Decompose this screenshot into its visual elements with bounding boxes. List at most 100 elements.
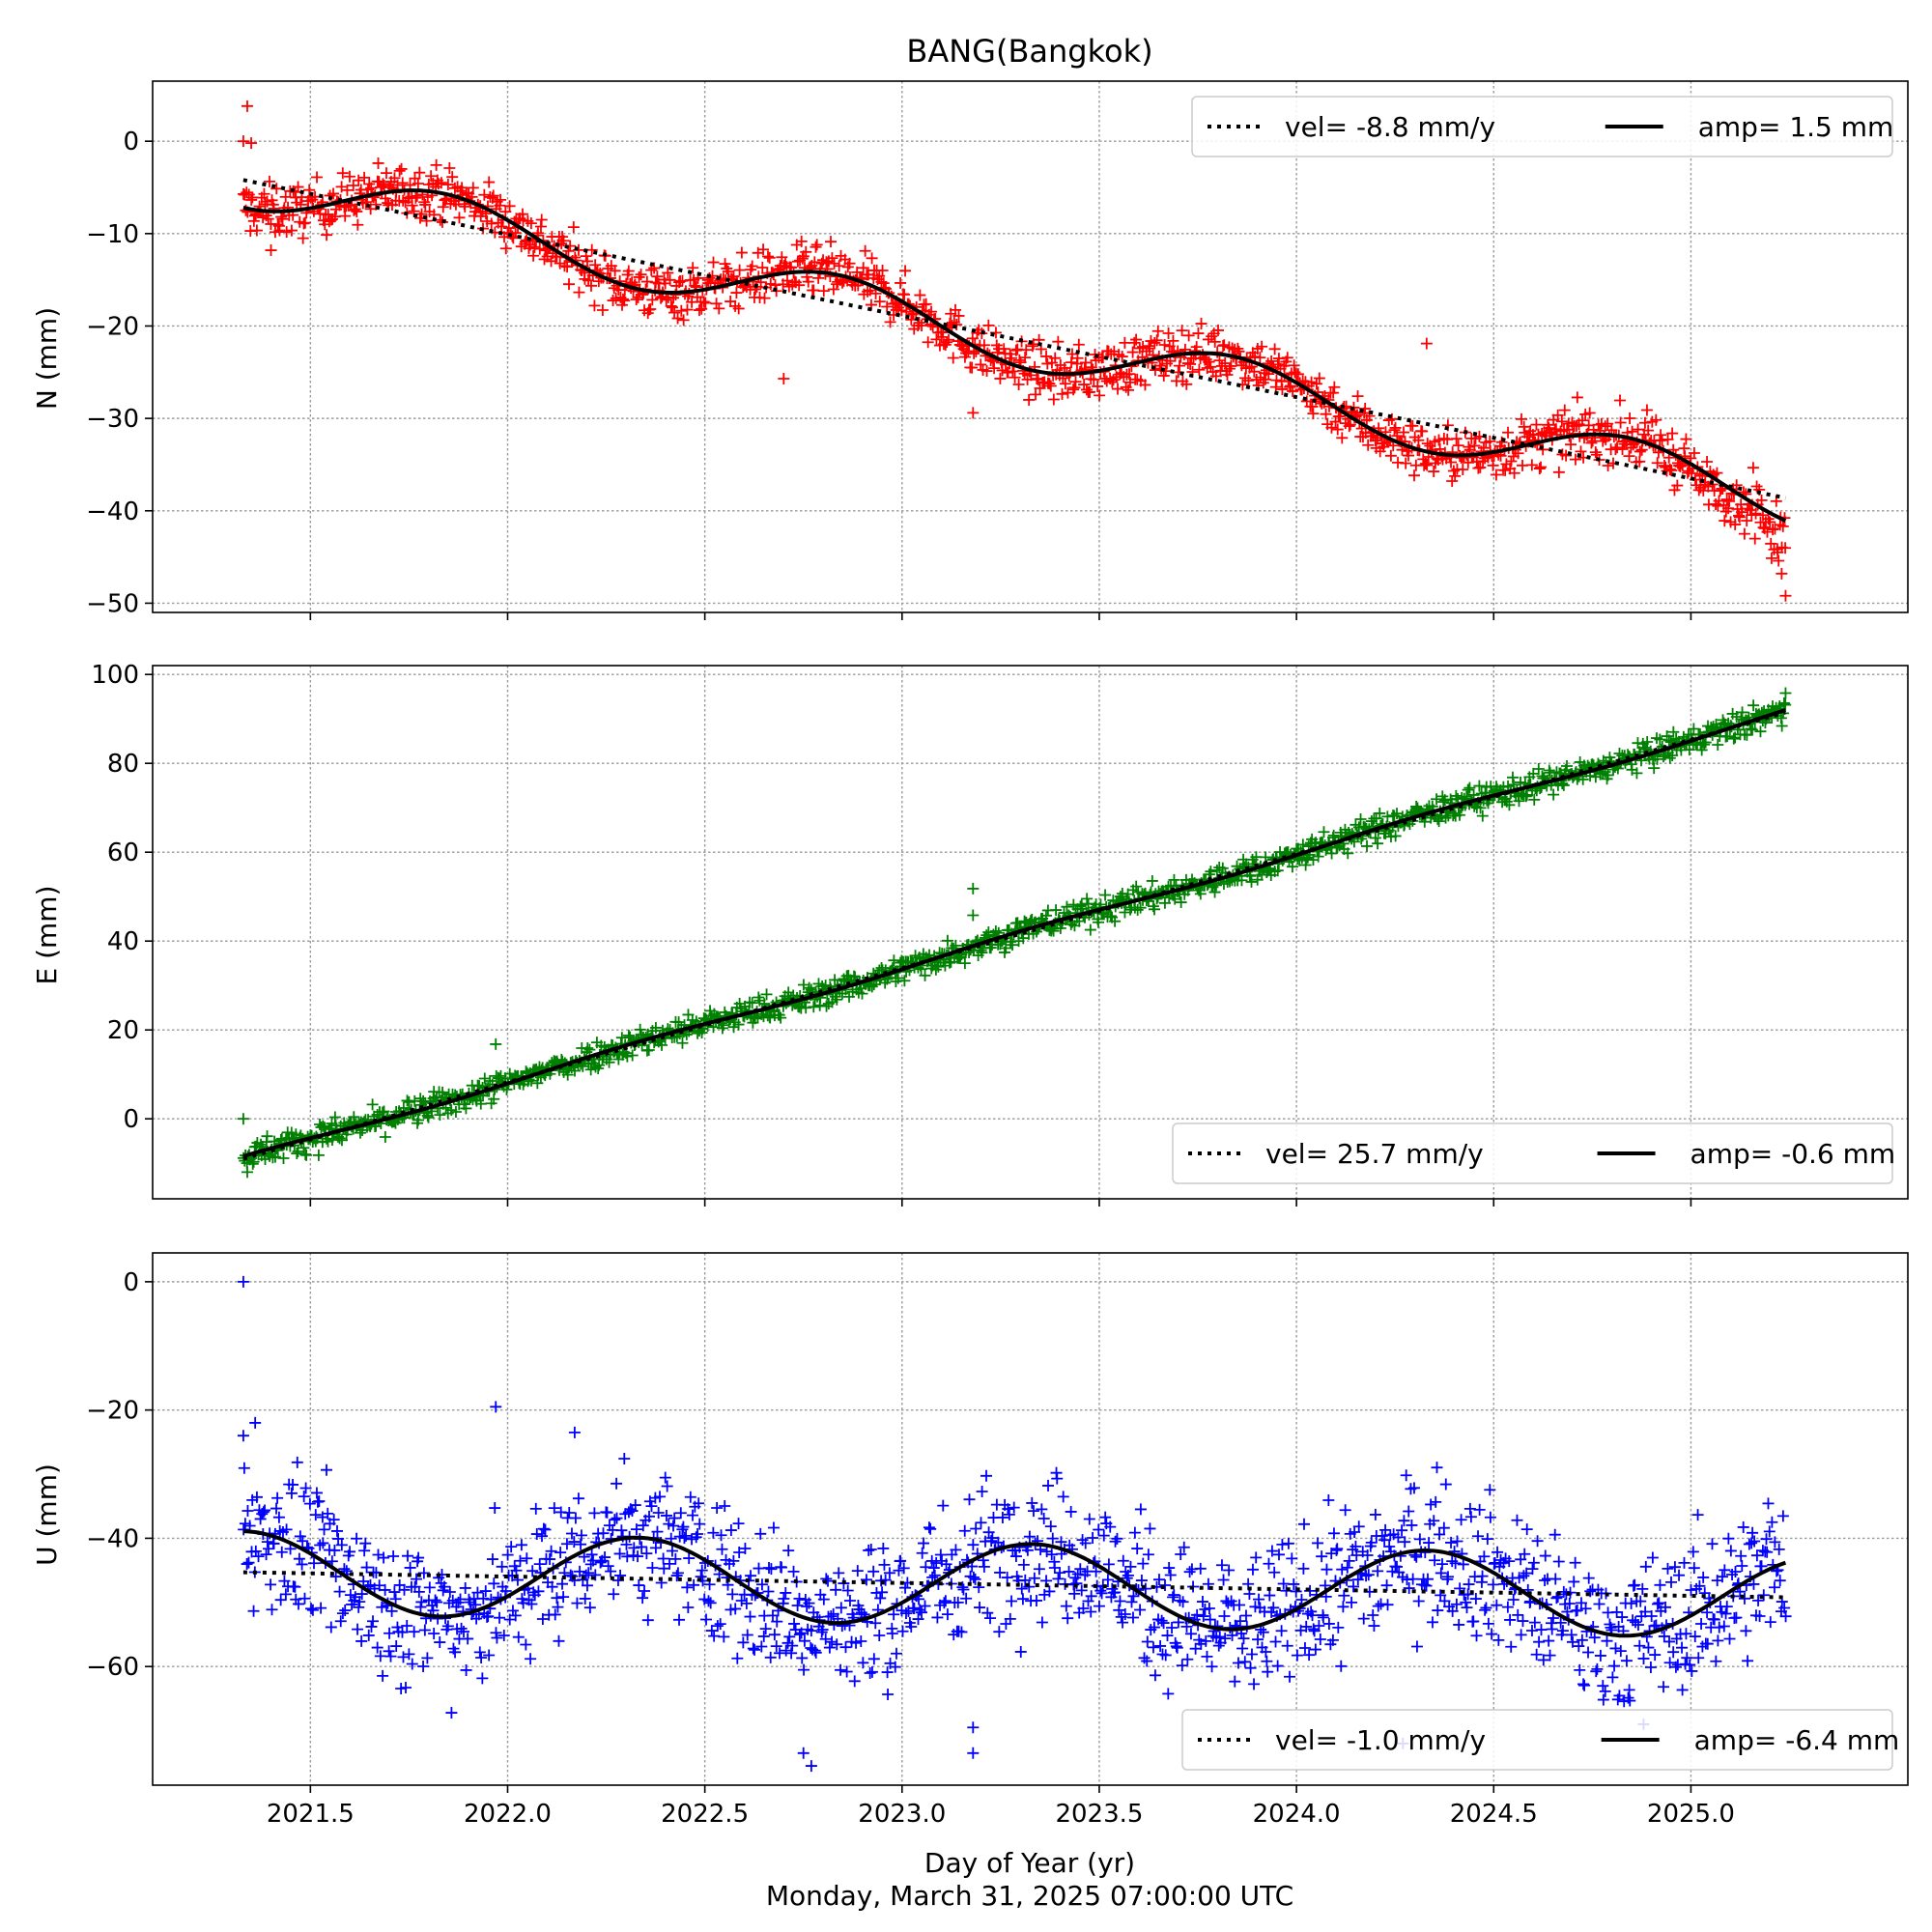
data-point <box>922 336 934 349</box>
data-point <box>692 1527 704 1540</box>
data-point <box>1462 783 1474 796</box>
data-point <box>1421 1573 1434 1585</box>
data-point <box>1215 1559 1228 1572</box>
data-point <box>932 960 945 973</box>
data-point <box>1180 378 1193 390</box>
data-point <box>1000 942 1012 954</box>
data-point <box>851 266 864 278</box>
data-point <box>258 187 270 200</box>
data-point <box>1747 1577 1760 1590</box>
data-point <box>476 1672 489 1685</box>
data-point <box>1688 723 1700 735</box>
data-point <box>1597 1693 1609 1706</box>
data-point <box>1634 1595 1647 1607</box>
data-point <box>1343 1554 1355 1567</box>
data-point <box>733 997 746 1009</box>
data-point <box>400 1682 412 1693</box>
data-point <box>1297 1518 1310 1530</box>
data-point <box>1040 1546 1053 1558</box>
data-point <box>888 1608 900 1621</box>
data-point <box>605 1565 617 1577</box>
data-point <box>371 1641 384 1654</box>
data-point <box>1530 418 1543 431</box>
data-point <box>955 1626 968 1638</box>
data-point <box>669 1552 682 1565</box>
data-point <box>437 201 449 213</box>
data-point <box>975 358 987 371</box>
data-point <box>1437 1521 1450 1534</box>
data-point <box>705 1625 718 1637</box>
data-point <box>1030 1594 1042 1606</box>
data-point <box>1730 1611 1743 1624</box>
data-point <box>453 212 466 224</box>
data-point <box>1075 1584 1088 1597</box>
data-point <box>1723 495 1736 507</box>
data-point <box>731 1652 744 1664</box>
data-point <box>366 1098 379 1111</box>
data-point <box>967 882 980 895</box>
data-point <box>1049 352 1062 364</box>
data-point <box>1191 1608 1204 1621</box>
data-point <box>758 292 771 304</box>
data-point <box>1558 404 1571 416</box>
data-point <box>1109 915 1122 927</box>
seasonal-fit-curve <box>242 188 1787 523</box>
data-point <box>1410 1640 1423 1653</box>
data-point <box>1322 1494 1335 1506</box>
data-point <box>599 1551 611 1564</box>
data-point <box>528 241 541 253</box>
data-point <box>377 1106 389 1119</box>
data-point <box>1233 345 1245 357</box>
data-point <box>1312 850 1324 863</box>
data-point <box>978 339 990 352</box>
data-point <box>980 365 993 378</box>
data-point <box>1203 1603 1215 1615</box>
data-point <box>1554 1616 1567 1629</box>
data-point <box>574 1565 586 1577</box>
data-point <box>1779 542 1792 554</box>
data-point <box>981 1606 994 1619</box>
data-point <box>1239 1609 1252 1622</box>
data-point <box>1676 1684 1689 1696</box>
data-point <box>732 1518 745 1530</box>
data-point <box>1765 537 1777 550</box>
data-point <box>1778 1602 1791 1614</box>
data-point <box>238 1462 250 1474</box>
data-point <box>1435 1589 1447 1602</box>
data-point <box>879 1574 892 1586</box>
x-tick-label: 2022.5 <box>661 1800 749 1829</box>
data-point <box>1361 839 1374 852</box>
data-point <box>878 1558 891 1571</box>
data-point <box>826 1635 838 1648</box>
data-point <box>1080 384 1093 396</box>
data-point <box>1146 874 1158 887</box>
data-point <box>1761 526 1774 538</box>
data-point <box>968 347 980 359</box>
velocity-fit-line <box>242 710 1786 1161</box>
data-point <box>1779 687 1792 699</box>
data-point <box>459 1581 471 1594</box>
data-point <box>666 1545 678 1557</box>
data-point <box>297 232 309 244</box>
data-point <box>694 1518 706 1530</box>
data-point <box>967 1539 980 1551</box>
data-point <box>561 1068 574 1081</box>
data-point <box>1533 463 1546 475</box>
data-point <box>1270 374 1283 386</box>
data-point <box>1048 1562 1061 1574</box>
data-point <box>1680 433 1692 445</box>
data-point <box>509 1609 522 1622</box>
data-point <box>1291 1649 1303 1662</box>
data-point <box>763 251 776 264</box>
data-point <box>684 1491 696 1503</box>
data-point <box>1463 781 1476 794</box>
data-point <box>657 1552 669 1565</box>
data-point <box>1569 453 1581 466</box>
data-point <box>793 1592 806 1605</box>
data-point <box>1403 1582 1415 1595</box>
data-point <box>862 285 874 298</box>
data-point <box>1006 1595 1018 1607</box>
data-point <box>499 242 512 255</box>
data-point <box>401 1620 413 1633</box>
data-point <box>1056 387 1068 400</box>
